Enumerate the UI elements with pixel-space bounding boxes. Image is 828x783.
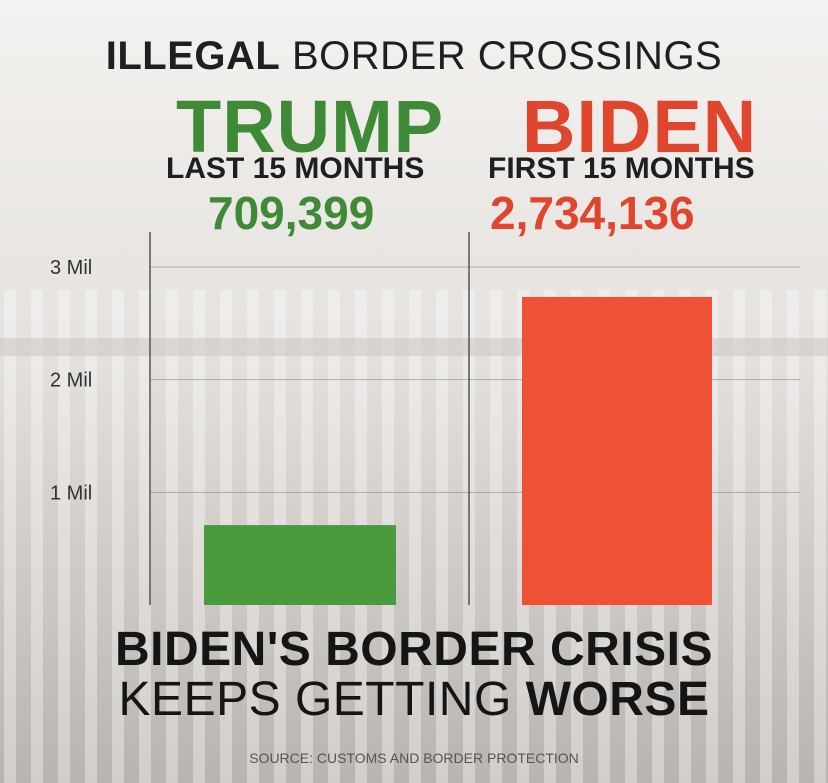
bar-biden [522,296,712,605]
fence-post [814,290,826,783]
footer-line-2-regular: KEEPS GETTING [118,673,512,726]
footer-line-2-bold: WORSE [525,673,710,726]
fence-post [409,290,421,783]
source-note: SOURCE: CUSTOMS AND BORDER PROTECTION [249,750,579,766]
fence-post [436,290,448,783]
fence-post [85,290,97,783]
fence-post [193,290,205,783]
headline-rest: BORDER CROSSINGS [291,34,723,78]
fence-post [31,290,43,783]
trump-period: LAST 15 MONTHS [166,152,425,185]
fence-post [139,290,151,783]
footer-line-1: BIDEN'S BORDER CRISIS [115,623,713,676]
fence-post [760,290,772,783]
headline: ILLEGAL BORDER CROSSINGS [0,34,828,79]
fence-post [112,290,124,783]
fence-post [733,290,745,783]
fence-post [787,290,799,783]
y-tick-label: 3 Mil [50,257,92,279]
fence-post [490,290,502,783]
biden-total: 2,734,136 [490,187,695,239]
y-tick-label: 2 Mil [50,370,92,392]
y-tick-label: 1 Mil [50,482,92,504]
trump-label: TRUMP [176,85,445,168]
footer-line-2: KEEPS GETTING WORSE [0,672,828,727]
fence-post [58,290,70,783]
biden-period: FIRST 15 MONTHS [488,152,755,185]
headline-bold: ILLEGAL [105,34,281,78]
bar-trump [204,525,396,605]
biden-label: BIDEN [522,85,758,168]
trump-total: 709,399 [208,187,375,239]
fence-post [166,290,178,783]
fence-post [4,290,16,783]
